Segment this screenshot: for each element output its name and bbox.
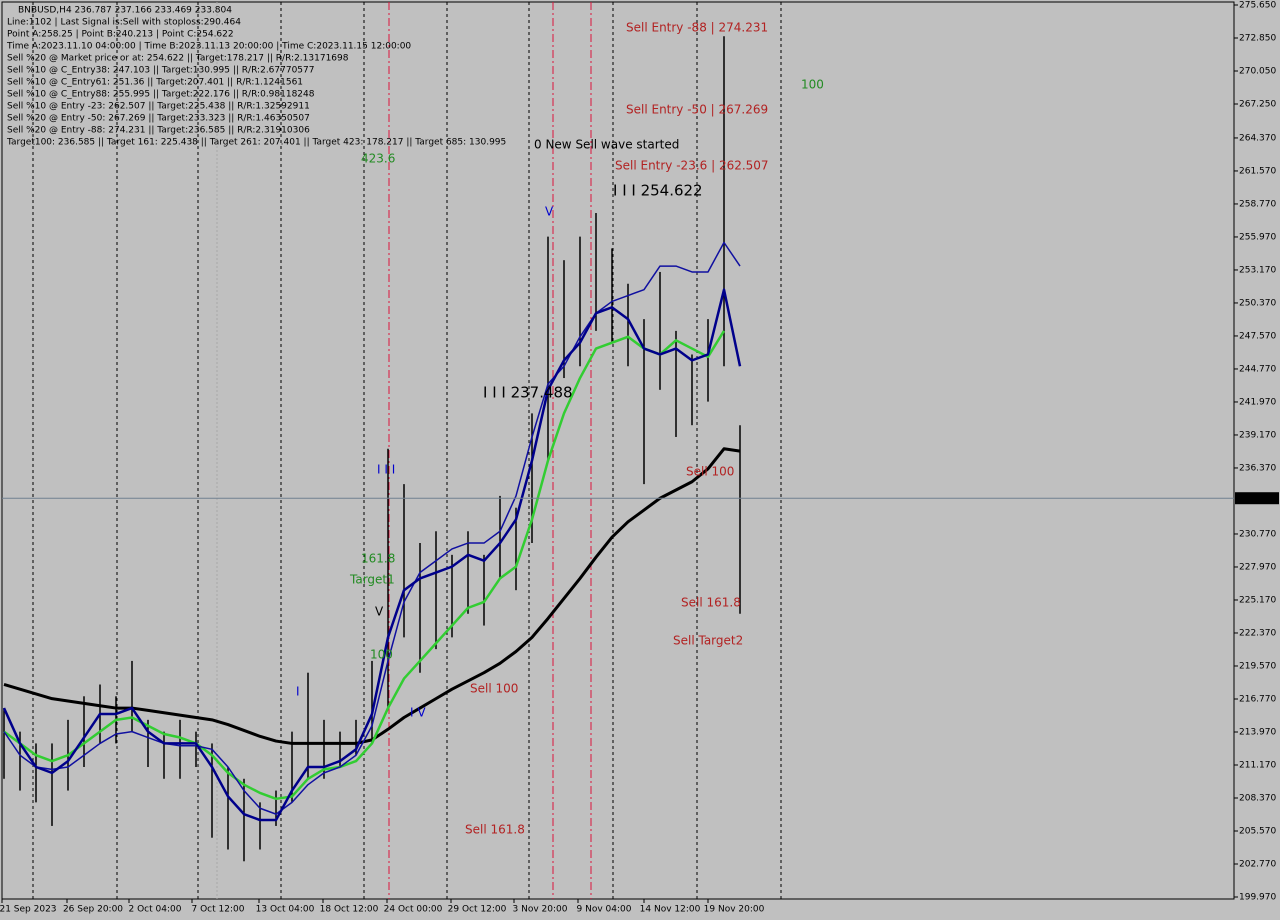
plot-area xyxy=(1,1,1235,900)
x-tick-label: 3 Nov 20:00 xyxy=(513,905,568,915)
header-info: BNBUSD,H4 236.787 237.166 233.469 233.80… xyxy=(6,6,506,148)
y-tick-label: 253.170 xyxy=(1239,265,1276,275)
y-tick-label: 272.850 xyxy=(1239,34,1276,44)
y-tick-label: 244.770 xyxy=(1239,364,1276,374)
x-tick-label: 14 Nov 12:00 xyxy=(640,905,701,915)
y-tick-label: 213.970 xyxy=(1239,727,1276,737)
x-tick-label: 24 Oct 00:00 xyxy=(384,905,443,915)
annotation: 161.8 xyxy=(361,552,395,566)
x-tick-label: 29 Oct 12:00 xyxy=(448,905,507,915)
annotation: 0 New Sell wave started xyxy=(534,138,679,152)
x-tick-label: 19 Nov 20:00 xyxy=(704,905,765,915)
x-tick-label: 2 Oct 04:00 xyxy=(129,905,182,915)
annotation: I I I 254.622 xyxy=(613,182,703,200)
y-tick-label: 258.770 xyxy=(1239,199,1276,209)
header-line: Sell %10 @ C_Entry38: 247.103 || Target:… xyxy=(7,66,315,76)
annotation: 100 xyxy=(370,648,393,662)
y-tick-label: 222.370 xyxy=(1239,628,1276,638)
annotation: Sell 161.8 xyxy=(681,596,741,610)
x-tick-label: 26 Sep 20:00 xyxy=(63,905,123,915)
y-tick-label: 275.650 xyxy=(1239,1,1276,11)
header-line: Sell %20 @ Entry -50: 267.269 || Target:… xyxy=(7,114,310,124)
y-tick-label: 211.170 xyxy=(1239,760,1276,770)
y-tick-label: 202.770 xyxy=(1239,859,1276,869)
annotation: Target1 xyxy=(349,573,395,587)
annotation: I I I xyxy=(377,463,395,477)
header-line: Point A:258.25 | Point B:240.213 | Point… xyxy=(7,30,234,40)
moving-average xyxy=(2,288,742,822)
moving-average xyxy=(3,241,741,815)
x-tick-label: 18 Oct 12:00 xyxy=(320,905,379,915)
header-line: Target100: 236.585 || Target 161: 225.43… xyxy=(6,138,506,148)
x-tick-label: 13 Oct 04:00 xyxy=(256,905,315,915)
header-line: Sell %10 @ C_Entry88: 255.995 || Target:… xyxy=(7,90,315,100)
y-tick-label: 205.570 xyxy=(1239,826,1276,836)
header-line: BNBUSD,H4 236.787 237.166 233.469 233.80… xyxy=(18,6,232,16)
header-line: Sell %10 @ Entry -23: 262.507 || Target:… xyxy=(7,102,310,112)
annotation: Sell 100 xyxy=(470,682,518,696)
annotation: Sell Entry -50 | 267.269 xyxy=(626,103,768,117)
y-tick-label: 241.970 xyxy=(1239,397,1276,407)
y-tick-label: 208.370 xyxy=(1239,793,1276,803)
moving-average xyxy=(3,447,741,745)
x-tick-label: 7 Oct 12:00 xyxy=(192,905,245,915)
annotation: I I I 237.488 xyxy=(483,384,573,402)
y-tick-label: 236.370 xyxy=(1239,463,1276,473)
y-tick-label: 216.770 xyxy=(1239,694,1276,704)
annotation: V xyxy=(545,205,554,219)
y-tick-label: 270.050 xyxy=(1239,67,1276,77)
marks xyxy=(2,36,742,862)
y-tick-label: 247.570 xyxy=(1239,331,1276,341)
annotation: Sell Entry -88 | 274.231 xyxy=(626,21,768,35)
header-line: Sell %20 @ Market price or at: 254.622 |… xyxy=(7,54,349,64)
annotation: 100 xyxy=(801,78,824,92)
annotation: Sell Target2 xyxy=(673,634,743,648)
x-tick-label: 9 Nov 04:00 xyxy=(577,905,632,915)
y-tick-label: 255.970 xyxy=(1239,232,1276,242)
signal-lines xyxy=(388,2,592,899)
y-tick-label: 225.170 xyxy=(1239,595,1276,605)
y-tick-label: 239.170 xyxy=(1239,430,1276,440)
current-price-box xyxy=(1235,492,1279,505)
x-tick-label: 21 Sep 2023 xyxy=(0,905,57,915)
current-price-label: 233.804 xyxy=(1238,494,1275,504)
header-line: Sell %10 @ C_Entry61: 251.36 || Target:2… xyxy=(7,78,303,88)
y-tick-label: 264.370 xyxy=(1239,133,1276,143)
annotation: Sell 161.8 xyxy=(465,823,525,837)
y-tick-label: 250.370 xyxy=(1239,298,1276,308)
annotation: V xyxy=(375,605,384,619)
y-tick-label: 219.570 xyxy=(1239,661,1276,671)
y-tick-label: 267.250 xyxy=(1239,100,1276,110)
annotation: I V xyxy=(410,706,426,720)
annotation: Sell 100 xyxy=(686,465,734,479)
header-line: Time A:2023.11.10 04:00:00 | Time B:2023… xyxy=(6,42,411,52)
y-tick-label: 227.970 xyxy=(1239,562,1276,572)
annotation: Sell Entry -23.6 | 262.507 xyxy=(615,159,769,173)
y-tick-label: 199.970 xyxy=(1239,893,1276,903)
y-tick-label: 230.770 xyxy=(1239,529,1276,539)
moving-average xyxy=(3,330,726,801)
annotation: 423.6 xyxy=(361,152,395,166)
y-tick-label: 261.570 xyxy=(1239,166,1276,176)
header-line: Line:1102 | Last Signal is:Sell with sto… xyxy=(7,18,241,28)
annotation: I xyxy=(296,685,300,699)
header-line: Sell %20 @ Entry -88: 274.231 || Target:… xyxy=(7,126,310,136)
